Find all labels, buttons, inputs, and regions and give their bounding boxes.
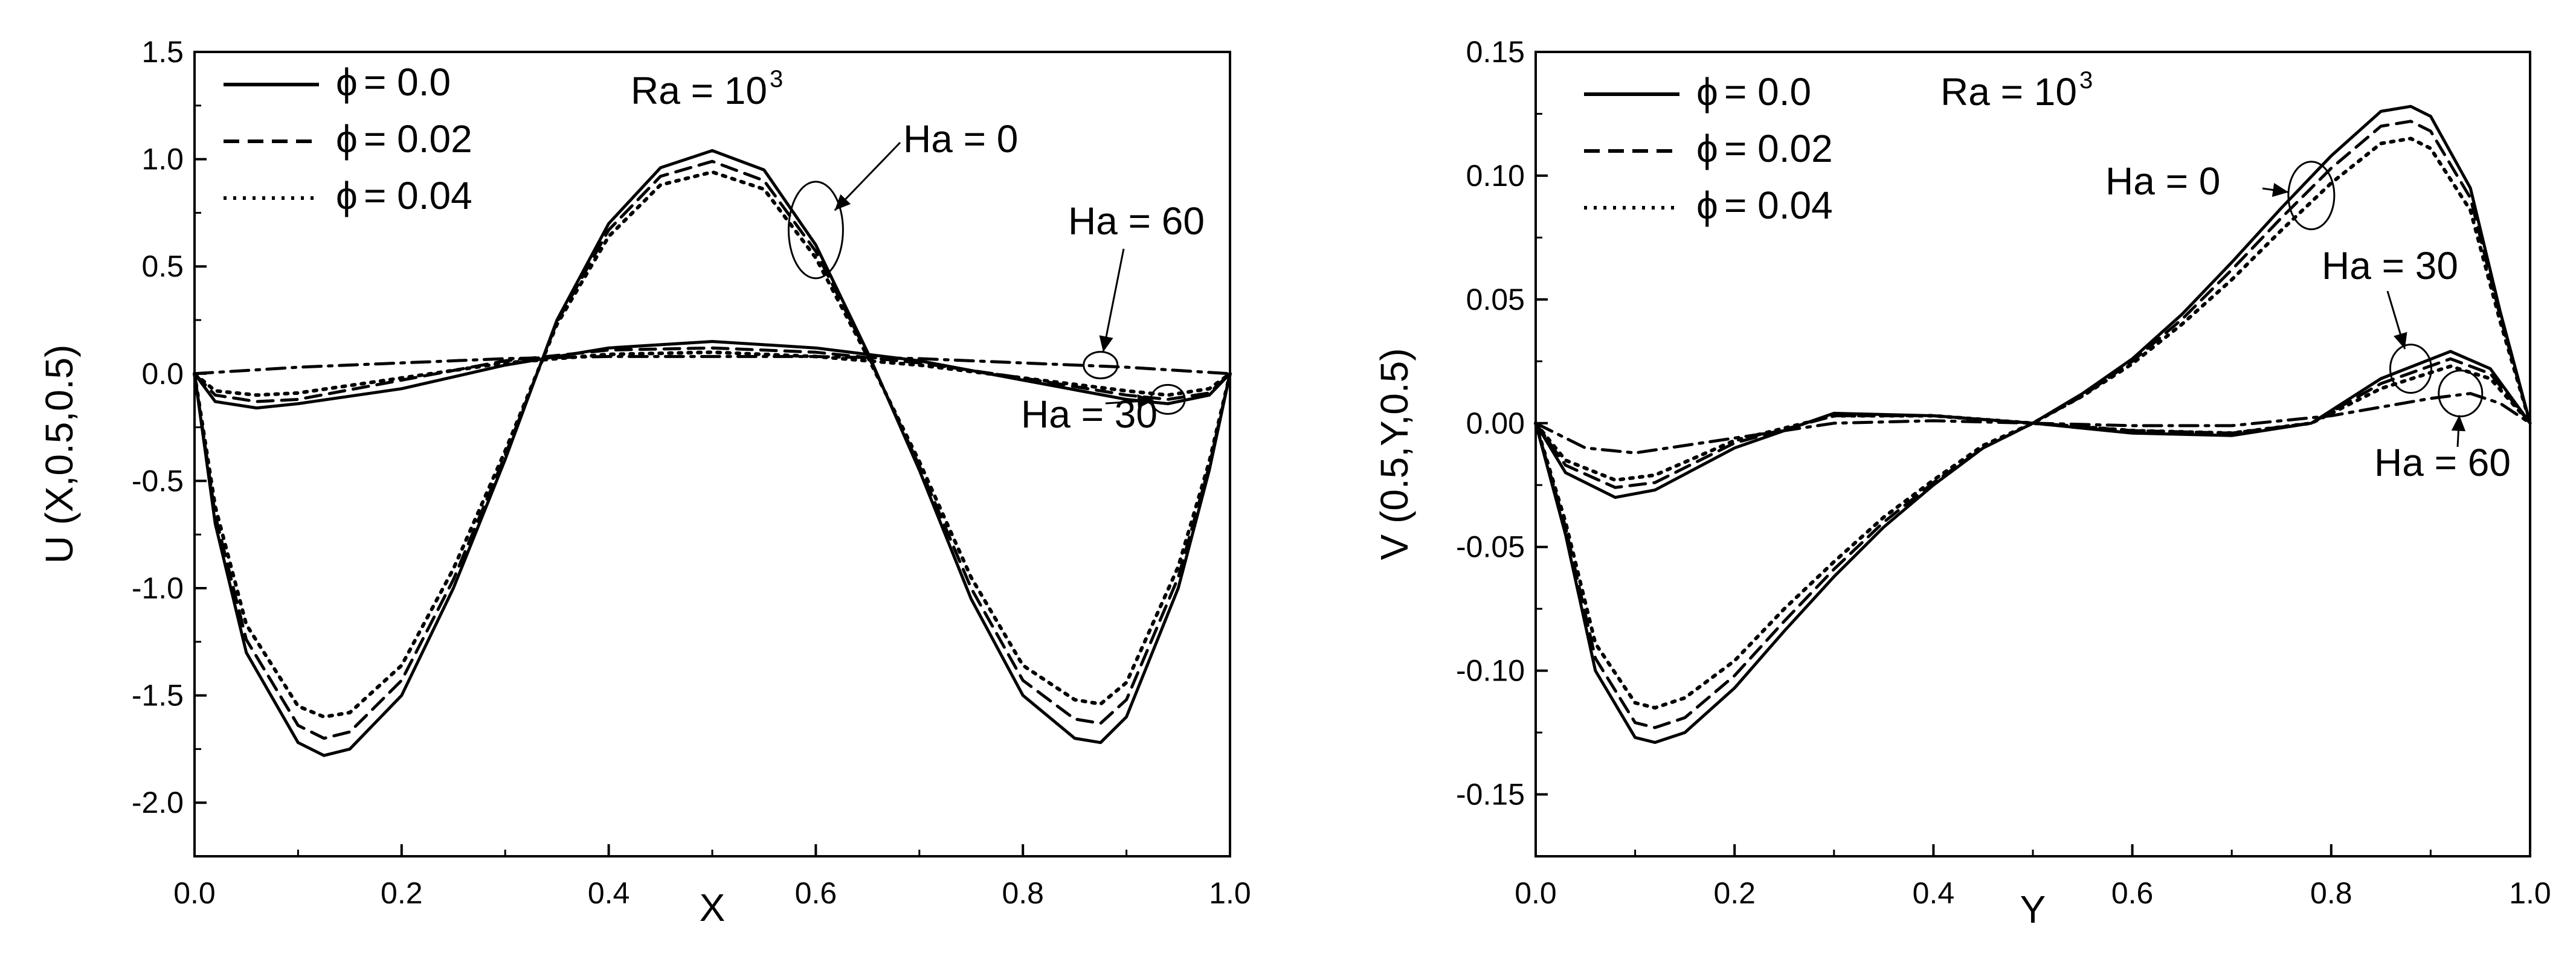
annotation-label: Ha = 60 bbox=[2374, 441, 2511, 484]
series-line bbox=[193, 149, 1232, 757]
y-tick-label: 0.05 bbox=[1466, 283, 1525, 316]
annotation-ellipse bbox=[787, 181, 844, 280]
series-line bbox=[193, 354, 1232, 376]
arrow-head bbox=[1099, 335, 1113, 353]
annotation-ellipse bbox=[1083, 351, 1119, 380]
x-tick-label: 0.6 bbox=[2111, 876, 2154, 910]
series-line bbox=[1534, 357, 2532, 489]
y-tick-label: 1.0 bbox=[141, 143, 184, 176]
annotation-ellipse bbox=[2287, 161, 2336, 231]
arrow-head bbox=[2451, 415, 2466, 432]
series-line bbox=[193, 159, 1232, 740]
legend-symbol: ϕ bbox=[1696, 127, 1718, 170]
ra-label: Ra = 10 bbox=[1940, 70, 2077, 114]
x-tick-label: 1.0 bbox=[2509, 876, 2551, 910]
legend-symbol: ϕ bbox=[1696, 184, 1718, 227]
y-tick-label: 0.5 bbox=[141, 249, 184, 283]
series-line bbox=[193, 170, 1232, 719]
ra-exponent: 3 bbox=[770, 66, 783, 92]
y-tick-label: -1.0 bbox=[132, 571, 184, 605]
x-tick-label: 0.2 bbox=[1713, 876, 1756, 910]
y-axis-title: V (0.5,Y,0.5) bbox=[1373, 348, 1416, 560]
y-tick-label: -2.0 bbox=[132, 786, 184, 819]
annotation-label: Ha = 30 bbox=[2322, 244, 2458, 287]
x-tick-label: 1.0 bbox=[1209, 876, 1251, 910]
x-tick-label: 0.0 bbox=[173, 876, 216, 910]
annotation-label: Ha = 0 bbox=[903, 117, 1018, 161]
right-chart: 0.0 0.2 0.4 0.6 0.8 1.0 0.15 0.10 0.05 0.00 -0.05 -… bbox=[1373, 35, 2551, 931]
x-tick-label: 0.2 bbox=[381, 876, 423, 910]
y-tick-label: 0.0 bbox=[141, 357, 184, 391]
arrow-head bbox=[2272, 182, 2289, 197]
annotation-label: Ha = 60 bbox=[1068, 199, 1205, 243]
legend-symbol: ϕ bbox=[336, 174, 358, 217]
legend-symbol: ϕ bbox=[336, 60, 358, 104]
y-tick-label: 0.15 bbox=[1466, 35, 1525, 69]
y-tick-label: -0.10 bbox=[1456, 654, 1525, 688]
series-line bbox=[193, 340, 1232, 410]
y-tick-label: 0.10 bbox=[1466, 159, 1525, 193]
y-tick-label: -0.05 bbox=[1456, 530, 1525, 564]
x-tick-label: 0.6 bbox=[795, 876, 837, 910]
x-tick-label: 0.8 bbox=[1002, 876, 1044, 910]
legend-label: = 0.04 bbox=[364, 174, 472, 217]
series-line bbox=[1534, 392, 2532, 455]
x-tick-label: 0.8 bbox=[2310, 876, 2352, 910]
annotation-ellipse bbox=[2438, 370, 2484, 418]
legend: ϕ = 0.0ϕ = 0.02ϕ = 0.04 bbox=[224, 60, 472, 217]
ra-exponent: 3 bbox=[2079, 67, 2093, 94]
x-tick-label: 0.4 bbox=[1913, 876, 1955, 910]
x-tick-label: 0.0 bbox=[1515, 876, 1557, 910]
y-axis-title: U (X,0.5,0.5) bbox=[37, 345, 81, 564]
legend-label: = 0.04 bbox=[1724, 184, 1833, 227]
x-axis-title: Y bbox=[2020, 888, 2046, 931]
annotation-label: Ha = 0 bbox=[2105, 159, 2220, 203]
x-tick-label: 0.4 bbox=[588, 876, 630, 910]
annotation-label: Ha = 30 bbox=[1021, 393, 1158, 436]
annotation-ellipse bbox=[2389, 344, 2432, 394]
legend-symbol: ϕ bbox=[336, 117, 358, 161]
annotation-arrow bbox=[1102, 248, 1125, 353]
legend-symbol: ϕ bbox=[1696, 70, 1718, 114]
y-tick-label: -0.15 bbox=[1456, 778, 1525, 812]
arrow-head bbox=[1137, 394, 1154, 409]
arrow-head bbox=[2394, 332, 2407, 350]
y-tick-label: -1.5 bbox=[132, 679, 184, 713]
series-line bbox=[193, 346, 1232, 403]
legend-label: = 0.02 bbox=[364, 117, 472, 161]
series-line bbox=[1534, 364, 2532, 482]
x-axis-title: X bbox=[700, 886, 726, 929]
annotation-arrow bbox=[834, 141, 901, 211]
legend-label: = 0.0 bbox=[1724, 70, 1811, 114]
y-tick-label: -0.5 bbox=[132, 464, 184, 498]
arrow-head bbox=[834, 194, 851, 211]
left-chart: 0.0 0.2 0.4 0.6 0.8 1.0 1.5 1.0 0.5 0.0 -0.5 -1.0 -1… bbox=[37, 35, 1251, 929]
y-tick-label: 0.00 bbox=[1466, 406, 1525, 440]
series-line bbox=[193, 350, 1232, 397]
y-tick-label: 1.5 bbox=[141, 35, 184, 69]
legend: ϕ = 0.0ϕ = 0.02ϕ = 0.04 bbox=[1584, 70, 1833, 227]
series-line bbox=[1534, 136, 2532, 710]
legend-label: = 0.0 bbox=[364, 60, 451, 104]
annotation-ellipse bbox=[1150, 383, 1186, 415]
legend-label: = 0.02 bbox=[1724, 127, 1833, 170]
ra-label: Ra = 10 bbox=[631, 69, 767, 112]
